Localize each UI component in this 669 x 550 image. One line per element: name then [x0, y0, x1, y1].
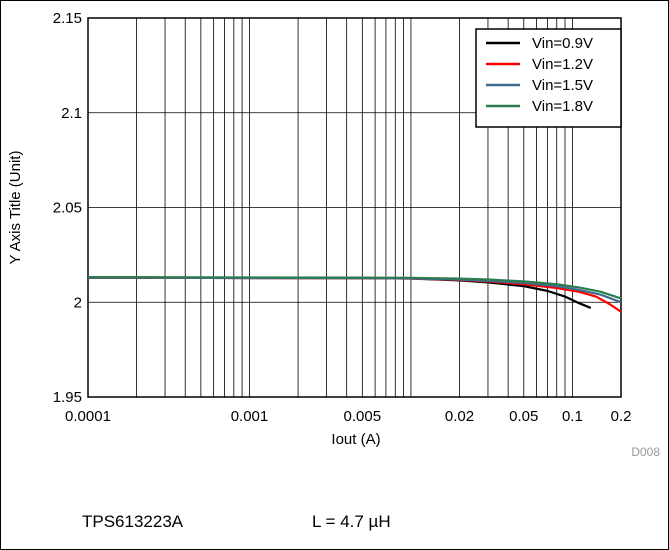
part-number-caption: TPS613223A: [82, 512, 184, 531]
y-axis-title: Y Axis Title (Unit): [7, 151, 24, 265]
legend-box: [475, 28, 622, 128]
figure-id-label: D008: [631, 445, 660, 459]
y-tick-label: 2: [74, 294, 82, 311]
series-line: [87, 275, 622, 300]
x-axis-title: Iout (A): [331, 431, 380, 448]
legend-label: Vin=1.2V: [532, 56, 593, 73]
x-tick-label: 0.0001: [65, 408, 111, 425]
y-tick-label: 2.05: [53, 200, 82, 217]
x-tick-label: 0.2: [611, 408, 632, 425]
x-tick-label: 0.005: [344, 408, 382, 425]
tick-labels: 0.0001 0.001 0.005 0.02 0.05 0.1 0.2 1.95 2 2.05 2…: [53, 10, 632, 425]
x-tick-label: 0.1: [562, 408, 583, 425]
y-tick-label: 2.15: [53, 10, 82, 27]
x-tick-label: 0.02: [445, 408, 474, 425]
legend: Vin=0.9V Vin=1.2V Vin=1.5V Vin=1.8V: [475, 28, 622, 128]
y-tick-label: 2.1: [61, 105, 82, 122]
y-tick-label: 1.95: [53, 389, 82, 406]
legend-label: Vin=0.9V: [532, 35, 593, 52]
legend-label: Vin=1.5V: [532, 77, 593, 94]
x-tick-label: 0.001: [231, 408, 269, 425]
x-tick-label: 0.05: [509, 408, 538, 425]
legend-label: Vin=1.8V: [532, 98, 593, 115]
series-lines: [87, 275, 622, 313]
plot-area: [87, 17, 622, 398]
inductor-caption: L = 4.7 µH: [312, 512, 391, 531]
